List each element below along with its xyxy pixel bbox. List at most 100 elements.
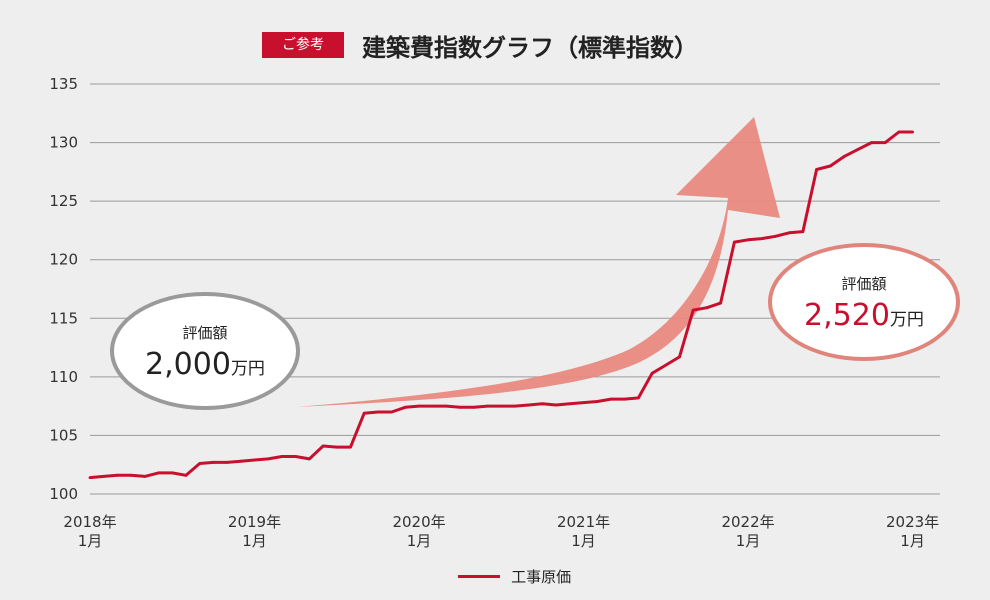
- x-tick-label: 1月: [900, 532, 925, 550]
- y-tick-label: 120: [49, 251, 78, 269]
- data-point: [129, 473, 133, 477]
- y-tick-label: 115: [49, 309, 78, 327]
- x-tick-label: 2023年: [886, 513, 939, 531]
- y-tick-label: 130: [49, 134, 78, 152]
- data-point: [335, 445, 339, 449]
- reference-badge: ご参考: [262, 32, 344, 58]
- valuation-after-number: 2,520: [804, 298, 890, 333]
- data-point: [541, 402, 544, 406]
- y-tick-label: 135: [49, 75, 78, 93]
- data-point: [870, 141, 873, 145]
- data-point: [445, 404, 448, 408]
- x-tick-label: 2022年: [721, 513, 774, 531]
- valuation-after-label: 評価額: [841, 275, 887, 293]
- data-point: [746, 238, 750, 242]
- valuation-after-bubble: 評価額 2,520万円: [768, 243, 960, 361]
- data-point: [774, 234, 777, 238]
- legend-label: 工事原価: [511, 568, 572, 586]
- data-point: [403, 405, 407, 409]
- data-point: [856, 148, 860, 152]
- x-tick-label: 2018年: [63, 513, 116, 531]
- y-tick-label: 125: [49, 192, 78, 210]
- chart-header: ご参考 建築費指数グラフ（標準指数）: [0, 26, 990, 66]
- data-point: [842, 155, 846, 159]
- x-axis-ticks: 2018年1月2019年1月2020年1月2021年1月2022年1月2023年…: [63, 513, 939, 550]
- data-point: [801, 230, 805, 234]
- x-tick-label: 1月: [407, 532, 432, 550]
- data-point: [280, 455, 284, 458]
- data-point: [308, 457, 311, 461]
- trend-arrow-icon: [296, 117, 780, 407]
- data-point: [650, 371, 654, 375]
- legend: 工事原価: [458, 566, 571, 586]
- data-point: [623, 397, 627, 401]
- legend-line-swatch: [458, 575, 500, 578]
- data-point: [116, 473, 119, 477]
- data-point: [691, 308, 695, 312]
- data-point: [911, 130, 914, 134]
- data-point: [815, 168, 818, 171]
- data-point: [664, 363, 668, 367]
- x-tick-label: 1月: [242, 532, 267, 550]
- valuation-after-value: 2,520万円: [772, 298, 956, 333]
- data-point: [486, 404, 489, 408]
- data-point: [239, 459, 243, 463]
- data-point: [390, 410, 393, 414]
- data-point: [170, 471, 174, 475]
- data-point: [595, 400, 599, 403]
- data-point: [458, 405, 462, 409]
- data-point: [609, 397, 613, 401]
- valuation-before-bubble: 評価額 2,000万円: [110, 292, 300, 410]
- data-point: [266, 457, 270, 461]
- chart-title: 建築費指数グラフ（標準指数）: [362, 34, 698, 62]
- x-tick-label: 1月: [571, 532, 596, 550]
- data-point: [143, 475, 147, 478]
- data-point: [637, 396, 640, 400]
- data-point: [568, 402, 572, 406]
- y-tick-label: 105: [49, 426, 78, 444]
- series-layer: [88, 130, 914, 480]
- data-point: [883, 141, 887, 145]
- data-point: [157, 471, 160, 475]
- data-point: [733, 240, 736, 244]
- x-tick-label: 1月: [78, 532, 103, 550]
- data-point: [828, 164, 832, 168]
- y-axis-ticks: 100 105 110 115 120 125 130 135: [49, 75, 78, 503]
- valuation-after-unit: 万円: [889, 310, 924, 330]
- data-point: [198, 462, 202, 465]
- data-point: [719, 301, 722, 305]
- data-point: [362, 411, 366, 415]
- data-point: [102, 475, 106, 478]
- data-point: [787, 231, 791, 235]
- y-tick-label: 100: [49, 485, 78, 503]
- valuation-before-unit: 万円: [230, 359, 265, 379]
- data-point: [897, 130, 901, 134]
- x-tick-label: 2019年: [228, 513, 281, 531]
- x-tick-label: 2020年: [392, 513, 445, 531]
- data-point: [705, 306, 709, 310]
- data-point: [582, 401, 585, 404]
- valuation-before-number: 2,000: [145, 347, 231, 382]
- data-point: [527, 403, 531, 407]
- data-point: [349, 445, 352, 449]
- data-point: [253, 458, 256, 462]
- data-point: [431, 404, 435, 408]
- data-point: [376, 410, 380, 414]
- x-tick-label: 1月: [736, 532, 761, 550]
- x-tick-label: 2021年: [557, 513, 610, 531]
- data-point: [88, 476, 92, 479]
- data-point: [472, 405, 476, 409]
- data-point: [554, 403, 558, 407]
- valuation-before-value: 2,000万円: [114, 347, 296, 382]
- data-point: [294, 455, 297, 458]
- data-point: [499, 404, 503, 408]
- data-point: [678, 355, 681, 359]
- data-point: [184, 473, 188, 477]
- data-point: [212, 461, 215, 464]
- data-point: [513, 404, 517, 408]
- data-point: [321, 444, 325, 448]
- data-point: [417, 404, 421, 408]
- y-tick-label: 110: [49, 368, 78, 386]
- valuation-before-label: 評価額: [182, 324, 228, 342]
- data-point: [760, 237, 764, 241]
